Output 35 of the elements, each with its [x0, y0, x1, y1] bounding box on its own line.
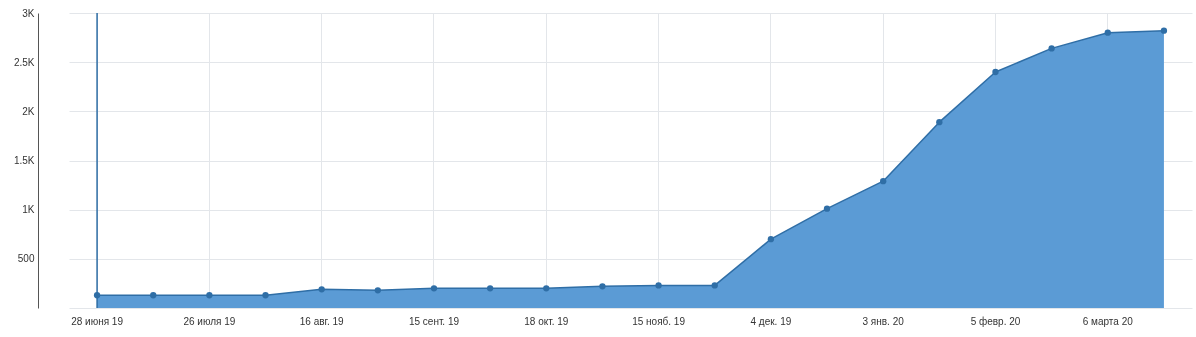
x-tick-label: 5 февр. 20 [970, 315, 1021, 327]
point [880, 177, 887, 185]
x-tick-label: 15 сент. 19 [408, 315, 460, 327]
point [430, 285, 438, 292]
y-tick-label: 500 [17, 253, 35, 265]
point [992, 68, 999, 76]
y-tick-label: 1K [22, 204, 35, 216]
point [1104, 29, 1111, 36]
point [1160, 27, 1168, 34]
point [655, 282, 662, 289]
point [486, 285, 494, 292]
point [767, 236, 775, 243]
x-tick-label: 28 июня 19 [71, 315, 124, 327]
point [711, 282, 718, 289]
x-tick-label: 18 окт. 19 [524, 315, 569, 327]
x-tick-label: 15 нояб. 19 [632, 315, 686, 327]
x-tick-label: 16 авг. 19 [299, 315, 345, 327]
x-tick-label: 26 июля 19 [183, 315, 236, 327]
point [374, 287, 381, 294]
x-tick-label: 4 дек. 19 [750, 315, 792, 327]
point [318, 286, 325, 293]
point [262, 292, 269, 299]
point [206, 292, 213, 299]
x-tick-label: 3 янв. 20 [862, 315, 905, 327]
y-tick-label: 2K [22, 105, 35, 117]
y-tick-label: 1.5K [13, 155, 35, 166]
point [823, 205, 831, 212]
point [936, 118, 943, 126]
point [599, 283, 606, 290]
x-tick-label: 6 марта 20 [1082, 315, 1134, 327]
point [1048, 45, 1055, 52]
point [543, 285, 550, 292]
y-tick-label: 3K [22, 7, 35, 19]
point [150, 292, 157, 299]
y-tick-label: 2.5K [13, 56, 35, 68]
